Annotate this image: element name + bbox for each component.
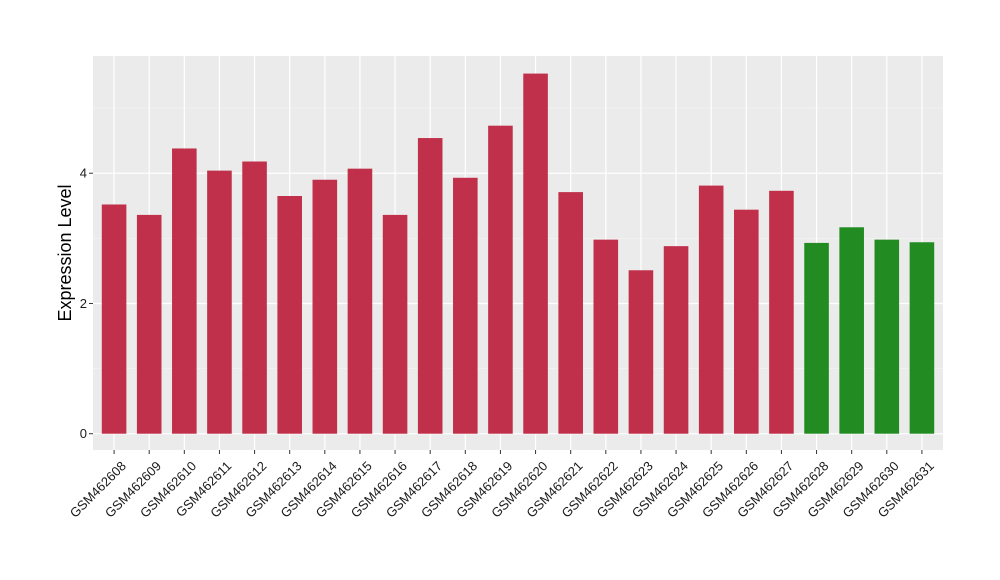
- bar-GSM462613: [277, 196, 302, 434]
- bar-GSM462616: [382, 214, 408, 434]
- minor-gridlines: [93, 107, 943, 369]
- bar-GSM462614: [312, 179, 338, 434]
- bar-GSM462626: [734, 209, 759, 434]
- y-tick-label: 0: [80, 426, 87, 441]
- y-tick-label: 2: [80, 296, 87, 311]
- y-tick-label: 4: [80, 166, 87, 181]
- bar-GSM462623: [628, 270, 654, 434]
- x-axis: GSM462608GSM462609GSM462610GSM462611GSM4…: [67, 450, 937, 521]
- plot-panel: [93, 56, 943, 450]
- bar-GSM462622: [593, 239, 619, 434]
- bar-GSM462612: [242, 161, 267, 434]
- bar-GSM462629: [839, 227, 864, 434]
- bar-GSM462617: [417, 138, 443, 434]
- bar-GSM462609: [136, 214, 162, 434]
- bar-GSM462628: [804, 242, 829, 434]
- bar-GSM462624: [663, 246, 689, 434]
- bar-GSM462608: [101, 204, 127, 434]
- bar-GSM462610: [172, 148, 197, 434]
- bar-GSM462621: [558, 192, 583, 434]
- bar-GSM462611: [207, 170, 232, 434]
- bar-GSM462615: [347, 168, 373, 434]
- bar-GSM462625: [698, 185, 724, 434]
- y-axis: 0 2 4: [80, 166, 93, 441]
- bar-GSM462620: [523, 73, 548, 434]
- bar-GSM462618: [453, 177, 478, 434]
- bar-GSM462619: [488, 125, 513, 434]
- bars: [101, 73, 935, 434]
- bar-GSM462627: [769, 190, 794, 434]
- bar-GSM462630: [874, 239, 900, 434]
- bar-GSM462631: [909, 242, 935, 434]
- y-axis-title: Expression Level: [55, 184, 75, 321]
